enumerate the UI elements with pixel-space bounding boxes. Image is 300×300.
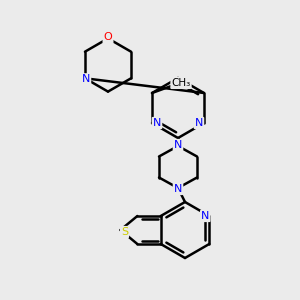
Text: O: O bbox=[103, 32, 112, 42]
Text: N: N bbox=[153, 118, 161, 128]
Text: N: N bbox=[201, 211, 209, 221]
Text: N: N bbox=[174, 140, 182, 150]
Text: N: N bbox=[195, 118, 203, 128]
Text: N: N bbox=[82, 74, 90, 84]
Text: S: S bbox=[121, 227, 128, 237]
Text: CH₃: CH₃ bbox=[171, 78, 190, 88]
Text: N: N bbox=[174, 184, 182, 194]
